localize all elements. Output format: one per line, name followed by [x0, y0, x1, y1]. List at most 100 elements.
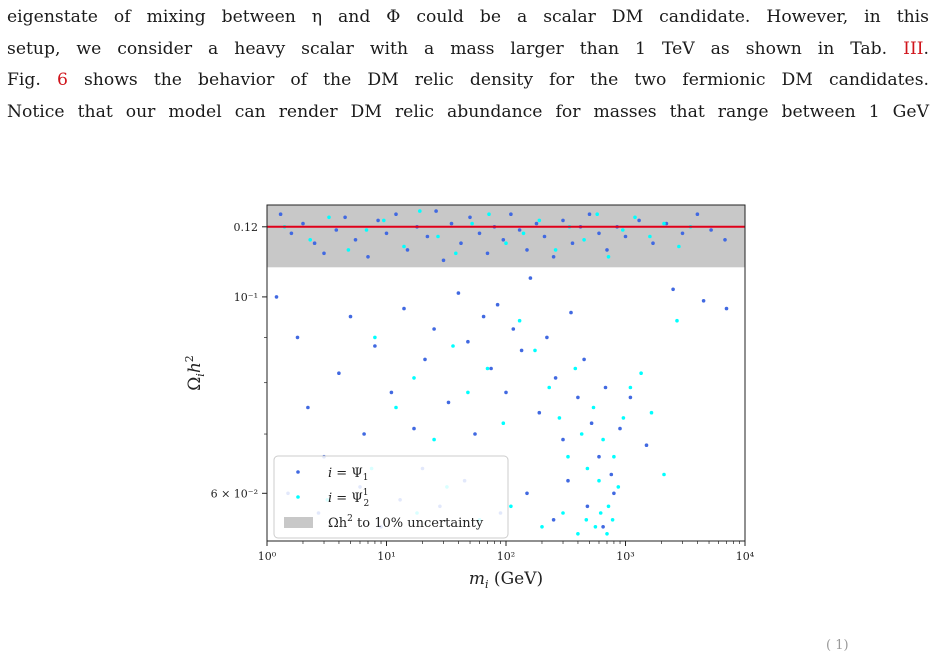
- point-psi2: [639, 371, 643, 376]
- point-psi1: [605, 248, 609, 252]
- point-psi1: [612, 491, 616, 496]
- point-psi1: [449, 221, 454, 226]
- point-psi1: [348, 314, 353, 319]
- point-psi1: [561, 218, 565, 223]
- point-psi1: [525, 248, 529, 252]
- point-psi2: [466, 390, 470, 395]
- legend-marker-band: [284, 517, 313, 528]
- point-psi2: [561, 511, 565, 515]
- point-psi1: [519, 348, 524, 353]
- point-psi1: [603, 385, 608, 390]
- point-psi1: [459, 241, 463, 245]
- point-psi2: [566, 454, 570, 459]
- legend-label-band: Ωh2 to 10% uncertainty: [328, 514, 484, 531]
- point-psi2: [517, 318, 522, 323]
- point-psi1: [322, 251, 326, 256]
- point-psi1: [628, 395, 633, 400]
- point-psi1: [525, 491, 529, 496]
- point-psi2: [616, 485, 621, 489]
- point-psi1: [623, 234, 628, 239]
- point-psi1: [466, 339, 470, 344]
- y-tick-label: 0.12: [234, 221, 259, 234]
- legend-marker-psi2: [296, 495, 300, 499]
- point-psi1: [495, 302, 500, 307]
- point-psi2: [628, 385, 633, 390]
- point-psi2: [432, 437, 436, 442]
- point-psi2: [412, 376, 416, 380]
- point-psi1: [384, 231, 389, 236]
- point-psi1: [671, 287, 675, 292]
- point-psi1: [373, 344, 377, 348]
- point-psi1: [362, 432, 366, 436]
- point-psi1: [542, 234, 547, 239]
- point-psi2: [485, 366, 490, 371]
- point-psi2: [591, 405, 596, 410]
- table-reference-link[interactable]: III: [903, 38, 924, 59]
- point-psi2: [327, 215, 331, 220]
- legend-box: [273, 455, 509, 539]
- x-tick-label: 10⁰: [258, 550, 277, 563]
- point-psi2: [547, 385, 551, 390]
- point-psi1: [561, 437, 565, 442]
- point-psi1: [434, 209, 438, 213]
- point-psi2: [662, 221, 666, 226]
- point-psi1: [597, 231, 601, 236]
- point-psi1: [709, 228, 713, 232]
- point-psi1: [353, 238, 358, 242]
- y-tick-label: 6 × 10⁻²: [211, 487, 258, 500]
- point-psi2: [606, 504, 611, 509]
- point-psi1: [517, 228, 522, 232]
- point-psi1: [537, 410, 542, 415]
- point-psi2: [501, 421, 506, 426]
- x-tick-label: 10³: [616, 550, 634, 563]
- point-psi1: [295, 335, 300, 340]
- legend-label-psi2: i = Ψ1 2: [328, 488, 369, 509]
- point-psi1: [601, 525, 605, 529]
- point-psi2: [584, 518, 589, 522]
- point-psi2: [454, 251, 458, 256]
- point-psi1: [489, 366, 493, 371]
- point-psi1: [545, 335, 549, 340]
- point-psi1: [278, 212, 283, 216]
- point-psi1: [724, 306, 729, 311]
- point-psi1: [301, 221, 305, 226]
- point-psi1: [534, 221, 539, 226]
- point-psi2: [633, 215, 637, 220]
- point-psi1: [509, 212, 513, 216]
- paragraph-line: Notice that our model can render DM reli…: [7, 101, 929, 122]
- y-tick-label: 10⁻¹: [234, 291, 258, 304]
- point-psi2: [606, 254, 611, 259]
- point-psi1: [566, 478, 570, 483]
- point-psi1: [394, 212, 398, 216]
- point-psi1: [644, 443, 649, 448]
- paragraph-line: eigenstate of mixing between η and Φ cou…: [7, 7, 929, 27]
- point-psi1: [680, 231, 685, 236]
- body-paragraph: eigenstate of mixing between η and Φ cou…: [7, 2, 929, 128]
- point-psi1: [446, 400, 451, 405]
- point-psi1: [456, 291, 461, 295]
- point-psi2: [373, 335, 377, 340]
- point-psi1: [589, 421, 594, 426]
- point-psi2: [585, 466, 590, 471]
- point-psi2: [648, 234, 652, 239]
- point-psi1: [441, 258, 446, 263]
- point-psi1: [477, 231, 482, 236]
- point-psi2: [418, 209, 422, 213]
- figure-reference-link[interactable]: 6: [56, 70, 68, 90]
- point-psi1: [511, 327, 516, 331]
- point-psi2: [553, 248, 558, 252]
- axis-ticks: 10⁰ 10¹ 10² 10³ 10⁴ 0.12 10⁻¹ 6 × 10⁻²: [211, 221, 755, 563]
- point-psi1: [343, 215, 347, 220]
- point-psi2: [573, 366, 578, 371]
- point-psi2: [436, 234, 440, 239]
- point-psi1: [501, 238, 506, 242]
- point-psi1: [468, 215, 472, 220]
- plot-frame: [266, 204, 746, 542]
- point-psi1: [569, 310, 573, 315]
- x-tick-label: 10²: [497, 550, 515, 563]
- x-tick-label: 10¹: [377, 550, 395, 563]
- point-psi2: [504, 241, 508, 245]
- y-axis-label: Ωih2: [183, 355, 207, 391]
- point-psi2: [579, 432, 584, 436]
- point-psi2: [677, 244, 681, 249]
